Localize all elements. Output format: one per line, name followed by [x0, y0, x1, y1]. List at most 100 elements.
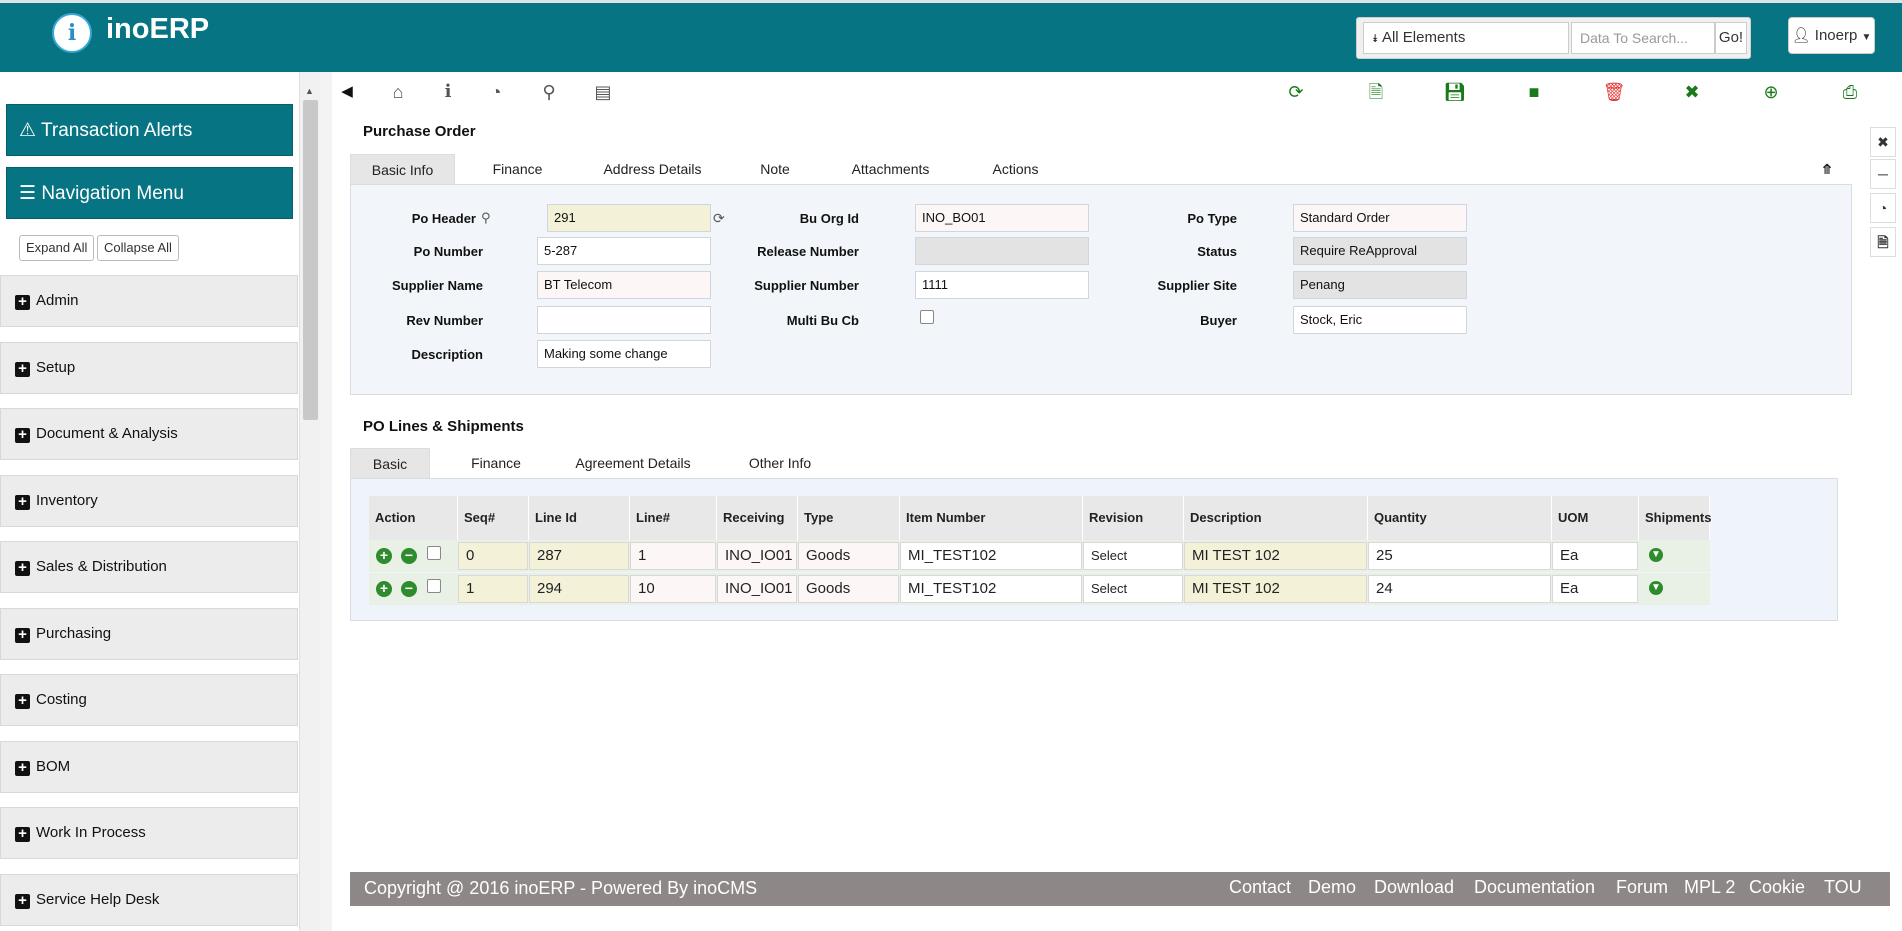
supplier-number-field[interactable]: 1111: [915, 271, 1089, 299]
sidebar-item-bom[interactable]: + BOM: [0, 741, 298, 793]
sidebar-item-sales-distribution[interactable]: + Sales & Distribution: [0, 541, 298, 593]
tab-finance[interactable]: Finance: [492, 161, 543, 177]
dashboard-panel-icon[interactable]: ◔: [1870, 193, 1896, 223]
dashboard-icon[interactable]: ◔: [490, 82, 502, 102]
description-field[interactable]: Making some change: [537, 340, 711, 368]
uom-cell[interactable]: Ea: [1552, 575, 1638, 603]
po-number-field[interactable]: 5-287: [537, 237, 711, 265]
new-document-icon[interactable]: 🗎︎: [1368, 82, 1384, 102]
eraser-icon[interactable]: ■: [1528, 82, 1540, 102]
footer-link-mpl2[interactable]: MPL 2: [1684, 877, 1736, 897]
tab-actions[interactable]: Actions: [992, 161, 1039, 177]
sidebar-item-service-help-desk[interactable]: + Service Help Desk: [0, 874, 298, 926]
search-icon[interactable]: ⚲: [542, 82, 556, 102]
refresh-icon[interactable]: ⟳: [1288, 82, 1304, 102]
description-cell[interactable]: MI TEST 102: [1184, 542, 1367, 570]
line-no-cell[interactable]: 1: [630, 542, 716, 570]
shipments-expand-icon[interactable]: ▼: [1649, 581, 1663, 595]
uom-cell[interactable]: Ea: [1552, 542, 1638, 570]
line-no-cell[interactable]: 10: [630, 575, 716, 603]
sidebar-item-work-in-process[interactable]: + Work In Process: [0, 807, 298, 859]
revision-select[interactable]: Select: [1083, 575, 1183, 603]
delete-icon[interactable]: 🗑︎: [1602, 82, 1626, 102]
tab-agreement-details[interactable]: Agreement Details: [575, 455, 691, 471]
line-id-cell[interactable]: 287: [529, 542, 629, 570]
receiving-cell[interactable]: INO_IO01: [717, 575, 797, 603]
quantity-cell[interactable]: 24: [1368, 575, 1551, 603]
shipments-expand-icon[interactable]: ▼: [1649, 548, 1663, 562]
tab-other-info[interactable]: Other Info: [748, 455, 812, 471]
footer-link-forum[interactable]: Forum: [1616, 877, 1669, 897]
tab-note[interactable]: Note: [760, 161, 790, 177]
remove-row-icon[interactable]: −: [401, 581, 417, 597]
zoom-in-icon[interactable]: ⊕: [1763, 82, 1779, 102]
search-scope-select[interactable]: ⯯ All Elements: [1363, 22, 1569, 54]
line-id-cell[interactable]: 294: [529, 575, 629, 603]
sidebar-item-inventory[interactable]: + Inventory: [0, 475, 298, 527]
tab-lines-finance[interactable]: Finance: [471, 455, 521, 471]
row-select-checkbox[interactable]: [427, 546, 441, 560]
footer-link-contact[interactable]: Contact: [1229, 877, 1292, 897]
user-menu-button[interactable]: 👤︎ Inoerp ▼: [1788, 17, 1875, 54]
seq-cell[interactable]: 1: [458, 575, 528, 603]
tab-basic[interactable]: Basic: [350, 448, 430, 478]
footer-link-cookie[interactable]: Cookie: [1749, 877, 1806, 897]
add-row-icon[interactable]: +: [376, 581, 392, 597]
sidebar-item-document-analysis[interactable]: + Document & Analysis: [0, 408, 298, 460]
seq-cell[interactable]: 0: [458, 542, 528, 570]
list-icon[interactable]: ▤: [594, 82, 612, 102]
row-select-checkbox[interactable]: [427, 579, 441, 593]
quantity-cell[interactable]: 25: [1368, 542, 1551, 570]
receiving-cell[interactable]: INO_IO01: [717, 542, 797, 570]
item-number-cell[interactable]: MI_TEST102: [900, 542, 1082, 570]
close-panel-icon[interactable]: ✖: [1870, 127, 1896, 157]
minimize-panel-icon[interactable]: ─: [1870, 159, 1896, 189]
footer-link-demo[interactable]: Demo: [1308, 877, 1357, 897]
type-cell[interactable]: Goods: [798, 575, 899, 603]
sidebar-item-setup[interactable]: + Setup: [0, 342, 298, 394]
footer-link-download[interactable]: Download: [1374, 877, 1455, 897]
supplier-site-field[interactable]: Penang: [1293, 271, 1467, 299]
tab-attachments[interactable]: Attachments: [851, 161, 930, 177]
search-input[interactable]: Data To Search...: [1571, 22, 1715, 54]
search-icon[interactable]: ⚲: [481, 210, 491, 225]
buyer-field[interactable]: Stock, Eric: [1293, 306, 1467, 334]
refresh-icon[interactable]: ⟳: [713, 210, 725, 226]
multi-bu-checkbox[interactable]: [920, 310, 934, 324]
search-go-button[interactable]: Go!: [1715, 22, 1747, 54]
release-number-field[interactable]: [915, 237, 1089, 265]
tab-basic-info[interactable]: Basic Info: [350, 154, 455, 184]
footer-link-tou[interactable]: TOU: [1824, 877, 1862, 897]
transaction-alerts-header[interactable]: ⚠ Transaction Alerts: [6, 104, 293, 156]
po-type-field[interactable]: Standard Order: [1293, 204, 1467, 232]
sidebar-item-costing[interactable]: + Costing: [0, 674, 298, 726]
save-icon[interactable]: 💾︎: [1443, 82, 1467, 102]
add-row-icon[interactable]: +: [376, 548, 392, 564]
sidebar-scrollbar[interactable]: ▲: [299, 72, 320, 931]
collapse-all-button[interactable]: Collapse All: [97, 235, 179, 261]
tab-address-details[interactable]: Address Details: [603, 161, 702, 177]
description-cell[interactable]: MI TEST 102: [1184, 575, 1367, 603]
item-number-cell[interactable]: MI_TEST102: [900, 575, 1082, 603]
status-field[interactable]: Require ReApproval: [1293, 237, 1467, 265]
po-header-field[interactable]: 291: [547, 204, 711, 232]
print-icon[interactable]: ⎙: [1842, 82, 1858, 102]
footer-link-documentation[interactable]: Documentation: [1474, 877, 1596, 897]
home-icon[interactable]: ⌂: [392, 82, 404, 102]
remove-row-icon[interactable]: −: [401, 548, 417, 564]
type-cell[interactable]: Goods: [798, 542, 899, 570]
sidebar-item-purchasing[interactable]: + Purchasing: [0, 608, 298, 660]
sidebar-item-admin[interactable]: + Admin: [0, 275, 298, 327]
info-icon[interactable]: i: [444, 81, 452, 102]
rev-number-field[interactable]: [537, 306, 711, 334]
bu-org-id-field[interactable]: INO_BO01: [915, 204, 1089, 232]
supplier-name-field[interactable]: BT Telecom: [537, 271, 711, 299]
scroll-up-arrow-icon[interactable]: ▲: [305, 86, 314, 96]
scroll-thumb[interactable]: [303, 100, 318, 420]
revision-select[interactable]: Select: [1083, 542, 1183, 570]
document-panel-icon[interactable]: 🗎︎: [1870, 227, 1896, 257]
navigation-menu-header[interactable]: ☰ Navigation Menu: [6, 167, 293, 219]
collapse-up-icon[interactable]: ⤊: [1821, 161, 1833, 177]
brand-name[interactable]: inoERP: [106, 13, 210, 45]
collapse-sidebar-icon[interactable]: ◀︎: [341, 83, 353, 100]
